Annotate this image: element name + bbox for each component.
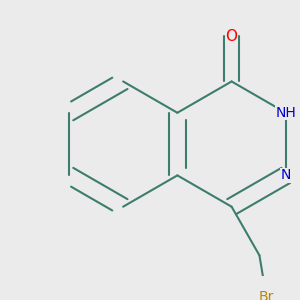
Text: Br: Br: [259, 290, 274, 300]
Text: O: O: [226, 29, 238, 44]
Text: NH: NH: [275, 106, 296, 120]
Text: N: N: [280, 168, 291, 182]
